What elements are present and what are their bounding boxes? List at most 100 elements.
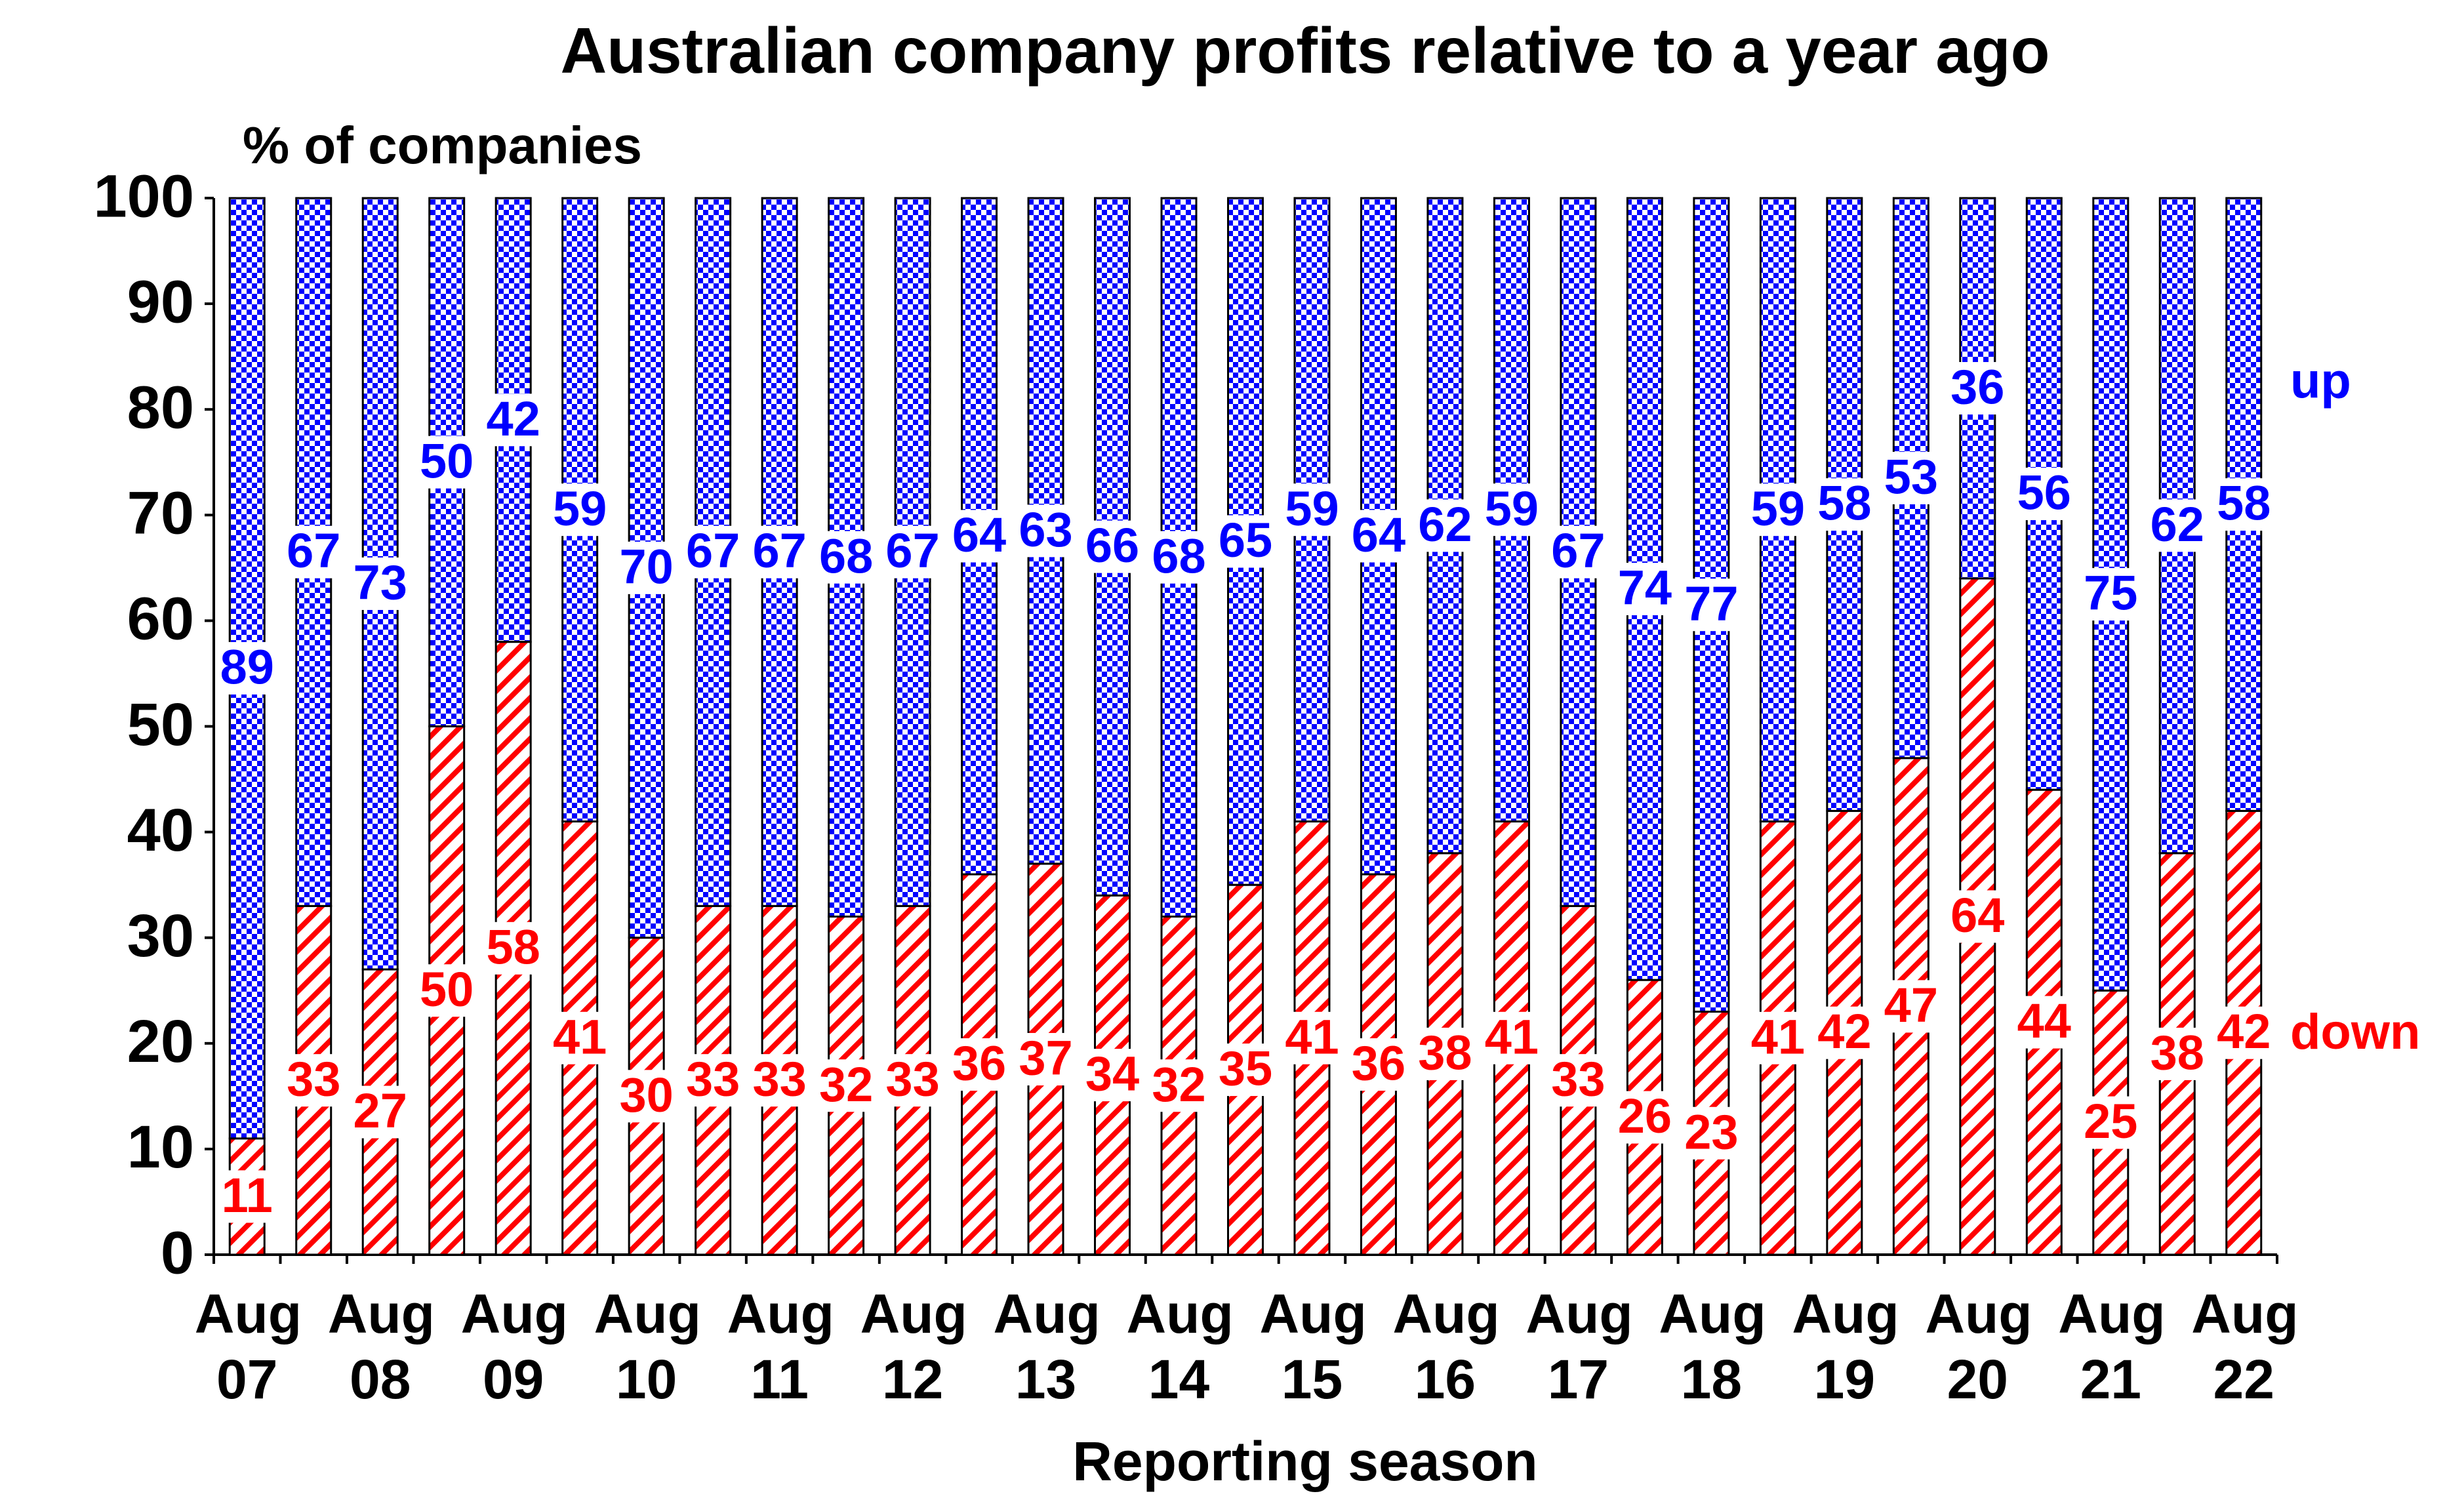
value-label: 64 (1950, 888, 2004, 942)
x-tick-label: Aug 22 (2191, 1283, 2299, 1410)
value-label-bg (882, 525, 943, 578)
value-label: 33 (686, 1052, 740, 1106)
value-label-bg (550, 483, 611, 536)
value-label: 50 (420, 434, 474, 488)
value-label-bg (616, 541, 677, 594)
value-label-bg (1947, 890, 2008, 943)
x-tick-label: Aug 14 (1126, 1283, 1234, 1410)
value-label: 34 (1085, 1047, 1139, 1101)
value-label: 59 (1751, 481, 1805, 536)
value-label: 35 (1219, 1042, 1272, 1096)
y-tick-label: 60 (127, 586, 194, 653)
value-label: 64 (952, 508, 1006, 562)
legend-label: up (2290, 353, 2351, 409)
value-label: 53 (1884, 449, 1938, 504)
value-label-bg (616, 1070, 677, 1123)
chart-title: Australian company profits relative to a… (560, 14, 2050, 87)
value-label: 38 (2151, 1025, 2204, 1080)
value-label: 32 (819, 1057, 873, 1112)
value-label: 38 (1418, 1025, 1472, 1080)
value-label: 67 (885, 523, 939, 578)
x-tick-label: Aug 18 (1659, 1283, 1766, 1410)
x-tick-label: Aug 21 (2058, 1283, 2166, 1410)
value-label-bg (350, 557, 411, 611)
value-label: 73 (353, 556, 407, 610)
value-label-bg (683, 1054, 744, 1107)
value-label: 65 (1219, 513, 1272, 567)
value-label: 26 (1618, 1089, 1672, 1143)
x-tick-label: Aug 13 (993, 1283, 1101, 1410)
x-tick-label: Aug 20 (1925, 1283, 2032, 1410)
value-label: 68 (819, 529, 873, 583)
value-label-bg (1082, 520, 1143, 573)
value-label-bg (2080, 568, 2141, 621)
value-label-bg (1148, 531, 1209, 584)
y-tick-label: 20 (127, 1008, 194, 1075)
value-label-bg (1947, 361, 2008, 415)
value-label-bg (216, 1170, 277, 1223)
value-label: 25 (2084, 1094, 2137, 1148)
value-label: 33 (885, 1052, 939, 1106)
value-label: 74 (1618, 561, 1672, 615)
value-label-bg (2147, 1027, 2208, 1080)
value-label: 62 (2151, 497, 2204, 552)
value-label-bg (283, 1054, 344, 1107)
value-label: 56 (2017, 466, 2071, 520)
value-label-bg (1348, 1038, 1409, 1091)
value-label: 63 (1019, 502, 1072, 557)
value-label: 36 (952, 1036, 1006, 1091)
value-label: 66 (1085, 518, 1139, 573)
value-label-bg (2213, 478, 2274, 531)
value-label-bg (749, 525, 810, 578)
value-label: 67 (752, 523, 806, 578)
y-tick-label: 70 (127, 480, 194, 547)
y-tick-label: 50 (127, 691, 194, 758)
value-label: 11 (222, 1168, 273, 1223)
x-tick-label: Aug 08 (327, 1283, 435, 1410)
x-tick-label: Aug 15 (1259, 1283, 1367, 1410)
value-label: 41 (1485, 1009, 1539, 1064)
value-label: 58 (487, 920, 540, 974)
value-label: 42 (1817, 1004, 1871, 1059)
value-label-bg (1681, 578, 1742, 632)
value-label: 64 (1352, 508, 1405, 562)
y-axis-label: % of companies (243, 116, 642, 174)
value-label: 32 (1152, 1057, 1205, 1112)
value-label-bg (416, 435, 477, 489)
value-label-bg (683, 525, 744, 578)
value-label: 42 (2217, 1004, 2271, 1059)
value-label: 59 (553, 481, 607, 536)
value-label: 36 (1352, 1036, 1405, 1091)
value-label: 68 (1152, 529, 1205, 583)
value-label: 67 (287, 523, 340, 578)
x-tick-label: Aug 10 (594, 1283, 701, 1410)
value-label-bg (1548, 1054, 1609, 1107)
value-label: 33 (752, 1052, 806, 1106)
value-label: 67 (1551, 523, 1605, 578)
value-label-bg (1148, 1059, 1209, 1112)
value-label-bg (2013, 996, 2074, 1049)
value-label-bg (483, 394, 544, 447)
value-label: 75 (2084, 566, 2137, 620)
value-label: 42 (487, 392, 540, 446)
value-label-bg (1215, 1043, 1276, 1097)
value-label-bg (1814, 478, 1875, 531)
value-label-bg (1481, 483, 1542, 536)
value-label-bg (350, 1085, 411, 1139)
value-label-bg (2013, 468, 2074, 521)
value-label-bg (216, 641, 277, 695)
value-label-bg (1548, 525, 1609, 578)
x-tick-label: Aug 07 (194, 1283, 302, 1410)
value-label-bg (749, 1054, 810, 1107)
value-label: 58 (1817, 476, 1871, 531)
value-label: 41 (1285, 1009, 1339, 1064)
value-label: 44 (2017, 994, 2071, 1048)
value-label-bg (882, 1054, 943, 1107)
value-label: 50 (420, 962, 474, 1017)
x-tick-label: Aug 09 (460, 1283, 568, 1410)
value-label-bg (1614, 563, 1675, 616)
value-label-bg (1415, 1027, 1476, 1080)
value-label-bg (1747, 483, 1808, 536)
value-label: 36 (1950, 360, 2004, 415)
